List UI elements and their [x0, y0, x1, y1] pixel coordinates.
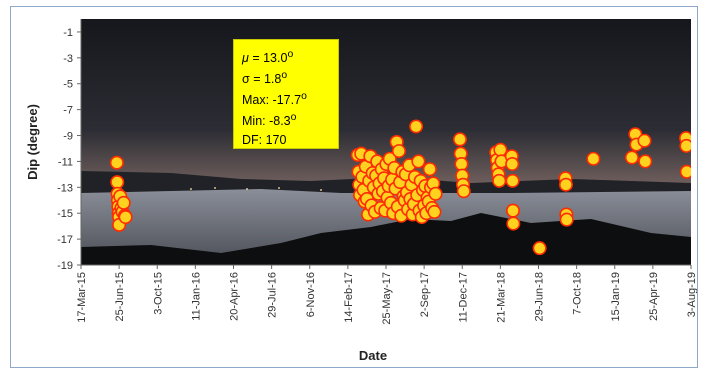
y-tick-label: -15 — [57, 208, 73, 220]
data-points — [109, 119, 691, 256]
x-tick-label: 25-Apr-19 — [648, 272, 660, 321]
data-point — [506, 216, 521, 231]
data-point — [505, 173, 520, 188]
x-tick-label: 11-Jan-16 — [190, 272, 202, 321]
data-point — [118, 210, 133, 225]
y-tick-label: -13 — [57, 182, 73, 194]
data-point — [505, 203, 520, 218]
data-point — [109, 155, 124, 170]
y-tick-label: -5 — [63, 79, 73, 91]
data-point — [452, 132, 467, 147]
data-point — [679, 164, 691, 179]
x-tick-label: 29-Jul-16 — [267, 272, 279, 318]
data-point — [637, 133, 652, 148]
x-tick-label: 2-Sep-17 — [419, 272, 431, 317]
y-axis: -1 -3 -5 -7 -9 -11 -13 -15 -17 -19 — [57, 19, 82, 272]
data-point — [492, 173, 507, 188]
data-point — [559, 212, 574, 227]
data-point — [456, 184, 471, 199]
x-tick-label: 29-Jun-18 — [534, 272, 546, 322]
x-tick-label: 17-Mar-15 — [76, 272, 88, 323]
data-point — [532, 241, 547, 256]
x-tick-label: 25-May-17 — [381, 272, 393, 325]
data-point — [427, 204, 442, 219]
stat-df: DF: 170 — [242, 132, 287, 147]
y-tick-label: -1 — [63, 27, 73, 39]
x-tick-label: 14-Feb-17 — [343, 272, 355, 323]
y-tick-label: -3 — [63, 53, 73, 65]
statistics-box: μ = 13.0o σ = 1.8o Max: -17.7o Min: -8.3… — [233, 39, 339, 149]
y-axis-label: Dip (degree) — [25, 104, 40, 180]
x-tick-label: 15-Jan-19 — [610, 272, 622, 322]
stat-max: Max: -17.7o — [242, 91, 307, 108]
data-point — [422, 162, 437, 177]
y-tick-label: -17 — [57, 234, 73, 246]
data-point — [679, 138, 691, 153]
y-tick-label: -19 — [57, 260, 73, 272]
stat-sigma: σ = 1.8o — [242, 70, 288, 87]
data-point — [493, 142, 508, 157]
x-tick-label: 3-Oct-15 — [152, 272, 164, 315]
x-tick-label: 21-Mar-18 — [495, 272, 507, 323]
background-photo — [81, 19, 691, 265]
data-point — [558, 177, 573, 192]
y-tick-label: -9 — [63, 131, 73, 143]
x-tick-label: 20-Apr-16 — [229, 272, 241, 321]
data-point — [428, 186, 443, 201]
y-tick-label: -11 — [58, 156, 73, 168]
x-tick-label: 25-Jun-15 — [114, 272, 126, 322]
data-point — [391, 144, 406, 159]
x-axis: 17-Mar-15 25-Jun-15 3-Oct-15 11-Jan-16 20-Ap… — [76, 264, 697, 325]
data-point — [110, 175, 125, 190]
data-point — [409, 119, 424, 134]
stat-min: Min: -8.3o — [242, 112, 297, 129]
data-point — [454, 157, 469, 172]
x-tick-label: 7-Oct-18 — [572, 272, 584, 315]
scatter-chart: -1 -3 -5 -7 -9 -11 -13 -15 -17 -19 17-Mar-15 25-Ju… — [25, 19, 697, 363]
y-tick-label: -7 — [63, 105, 73, 117]
data-point — [505, 157, 520, 172]
data-point — [586, 151, 601, 166]
data-point — [624, 150, 639, 165]
data-point — [638, 154, 653, 169]
data-point — [411, 154, 426, 169]
data-point — [116, 195, 131, 210]
x-tick-label: 3-Aug-19 — [686, 272, 697, 317]
stat-mean: μ = 13.0o — [242, 49, 294, 66]
x-tick-label: 6-Nov-16 — [305, 272, 317, 317]
x-axis-label: Date — [359, 348, 387, 363]
chart-frame: -1 -3 -5 -7 -9 -11 -13 -15 -17 -19 17-Mar-15 25-Ju… — [10, 6, 698, 368]
x-tick-label: 11-Dec-17 — [457, 272, 469, 323]
